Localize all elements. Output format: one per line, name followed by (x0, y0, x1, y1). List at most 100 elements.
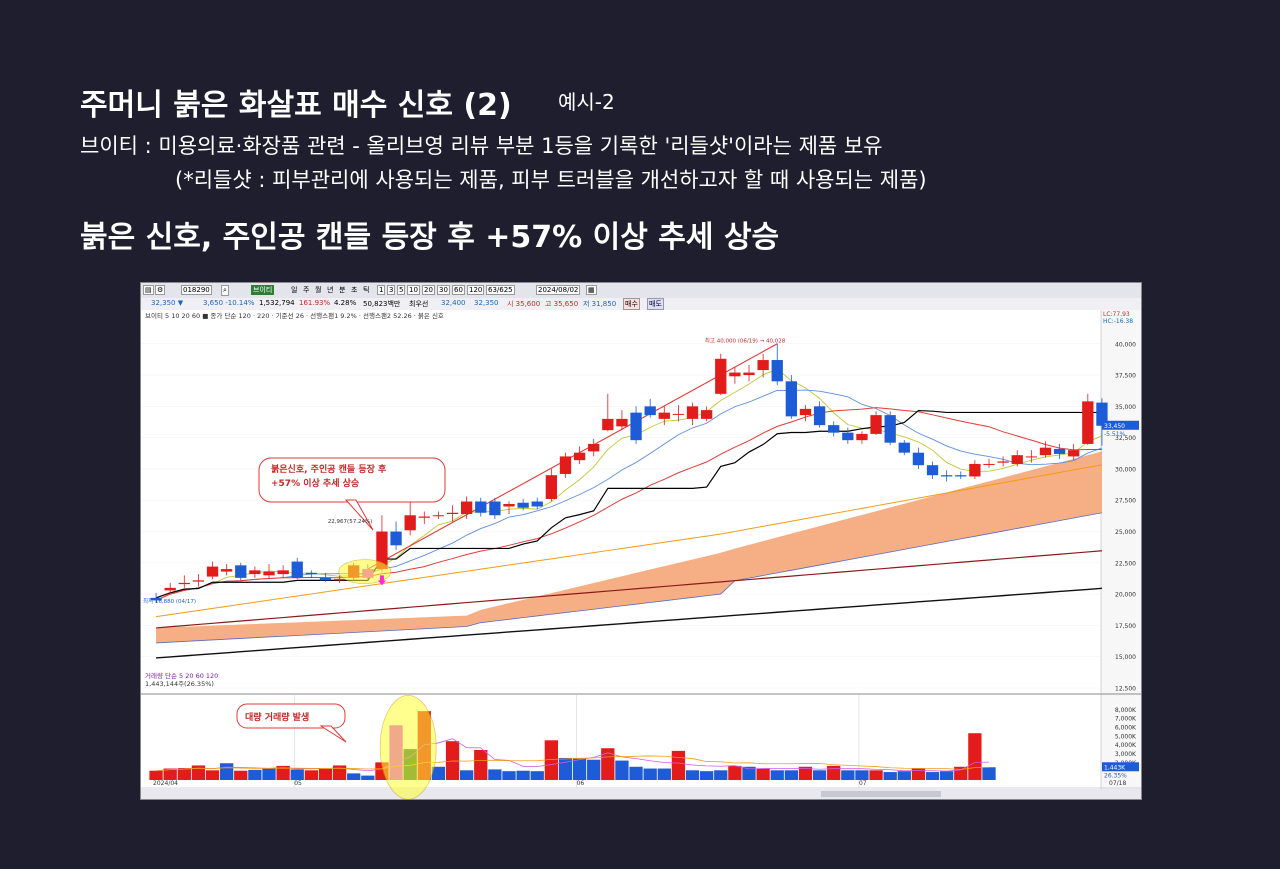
low-label: 최저 16,880 (04/17) (143, 597, 196, 605)
volume-bar (276, 765, 290, 780)
interval-60[interactable]: 60 (452, 285, 465, 295)
period-minute[interactable]: 분 (339, 286, 346, 294)
volume-bar (163, 768, 177, 780)
high-label: 최고 40,000 (06/19) → 40,028 (705, 336, 786, 344)
volume-value: 1,443,144주(26.35%) (145, 680, 214, 688)
volume-bar (290, 769, 304, 780)
slide-title: 주머니 붉은 화살표 매수 신호 (2) (80, 88, 512, 123)
quote-low: 저 31,850 (583, 300, 617, 308)
volume-bar (304, 770, 318, 780)
candle-body (1011, 455, 1023, 464)
volume-bar (488, 769, 502, 780)
config-icon[interactable]: ⚙ (155, 285, 166, 295)
ma-20-line (155, 407, 1102, 601)
interval-5[interactable]: 5 (397, 285, 406, 295)
volume-bar (191, 765, 206, 780)
menu-icon[interactable]: ▤ (143, 285, 154, 295)
ma-120-line (156, 550, 1102, 629)
price-tick-label: 22,500 (1115, 560, 1136, 567)
candle-body (517, 502, 529, 508)
date-label: 06 (577, 780, 585, 787)
period-tick[interactable]: 틱 (363, 286, 370, 294)
candle-body (263, 571, 275, 576)
period-second[interactable]: 초 (351, 286, 358, 294)
price-tick-label: 35,000 (1115, 404, 1136, 411)
candle-body (828, 425, 840, 433)
candle-body (644, 406, 656, 416)
sell-button[interactable]: 매도 (647, 298, 664, 310)
volume-bar (587, 759, 601, 780)
candle-label: 22,967(57.24%) (328, 519, 373, 525)
trend-line (367, 343, 778, 570)
interval-30[interactable]: 30 (437, 285, 450, 295)
volume-bar (700, 771, 714, 780)
volume-tick-label: 6,000K (1115, 725, 1137, 732)
quote-change: 3,650 -10.14% (203, 299, 255, 307)
candle-body (531, 501, 543, 507)
horizontal-scrollbar[interactable] (141, 789, 1141, 799)
price-tick-label: 17,500 (1115, 623, 1136, 630)
stock-code-input[interactable]: 018290 (181, 285, 212, 295)
hc-label: HC:-16.38 (1103, 318, 1133, 325)
candle-body (390, 531, 402, 546)
candle-body (1068, 450, 1080, 457)
volume-note-text: 대량 거래량 발생 (245, 711, 309, 723)
volume-bar (869, 770, 883, 780)
volume-bar (572, 757, 587, 780)
period-day[interactable]: 일 (291, 286, 298, 294)
signal-note-text: +57% 이상 추세 상승 (271, 477, 359, 489)
volume-bar (784, 770, 798, 780)
volume-bar (671, 750, 686, 780)
candle-body (221, 569, 233, 572)
current-volume-label: 1,443K (1104, 764, 1126, 771)
volume-bar (347, 773, 361, 780)
volume-bar (925, 772, 940, 780)
candle-body (912, 452, 925, 466)
leading-span-2-line (156, 512, 1103, 644)
period-month[interactable]: 월 (315, 286, 322, 294)
volume-ma-20-line (156, 755, 990, 772)
current-volume-tag (1102, 762, 1139, 772)
candle-body (446, 512, 459, 515)
volume-bar (629, 766, 643, 780)
ma-220-line (156, 587, 1102, 659)
interval-3[interactable]: 3 (387, 285, 396, 295)
volume-bar (812, 770, 827, 780)
lc-label: LC:77.93 (1103, 311, 1130, 318)
volume-bar (220, 763, 234, 780)
volume-tick-label: 4,000K (1115, 742, 1137, 749)
candle-body (178, 582, 190, 585)
candle-body (249, 570, 261, 575)
stock-name[interactable]: 브이티 (251, 285, 275, 295)
signal-highlight (338, 559, 392, 584)
candle-body (305, 572, 317, 575)
search-icon[interactable]: ⌕ (221, 285, 229, 296)
buy-button[interactable]: 매수 (623, 298, 640, 310)
period-year[interactable]: 년 (327, 286, 334, 294)
candle-body (884, 415, 896, 443)
candle-body (785, 381, 797, 417)
scrollbar-thumb[interactable] (821, 791, 941, 797)
candle-body (291, 561, 303, 578)
price-volume-chart: 40,000 37,500 35,000 32,500 30,000 27,500 25,0… (141, 310, 1141, 799)
price-tick-label: 15,000 (1115, 654, 1136, 661)
volume-tick-label: 5,000K (1115, 733, 1137, 740)
calendar-icon[interactable]: ▦ (586, 285, 597, 295)
interval-120[interactable]: 120 (467, 285, 485, 295)
description-line-1: 브이티 : 미용의료·화장품 관련 - 올리브영 리뷰 부분 1등을 기록한 '… (80, 134, 883, 158)
price-tick-label: 37,500 (1115, 373, 1136, 380)
ma-60-line (155, 464, 1103, 618)
period-week[interactable]: 주 (303, 286, 310, 294)
volume-tick-label: 7,000K (1115, 716, 1137, 723)
interval-10[interactable]: 10 (407, 285, 420, 295)
count-input[interactable]: 63/625 (486, 285, 515, 295)
candle-body (658, 412, 670, 419)
slide-tag: 예시-2 (558, 90, 615, 114)
interval-1[interactable]: 1 (377, 285, 386, 295)
interval-20[interactable]: 20 (422, 285, 435, 295)
quote-open: 시 35,600 (507, 300, 541, 308)
signal-note-pointer (344, 499, 374, 531)
candle-body (277, 570, 289, 575)
date-input[interactable]: 2024/08/02 (536, 285, 581, 295)
candle-body (404, 515, 416, 531)
